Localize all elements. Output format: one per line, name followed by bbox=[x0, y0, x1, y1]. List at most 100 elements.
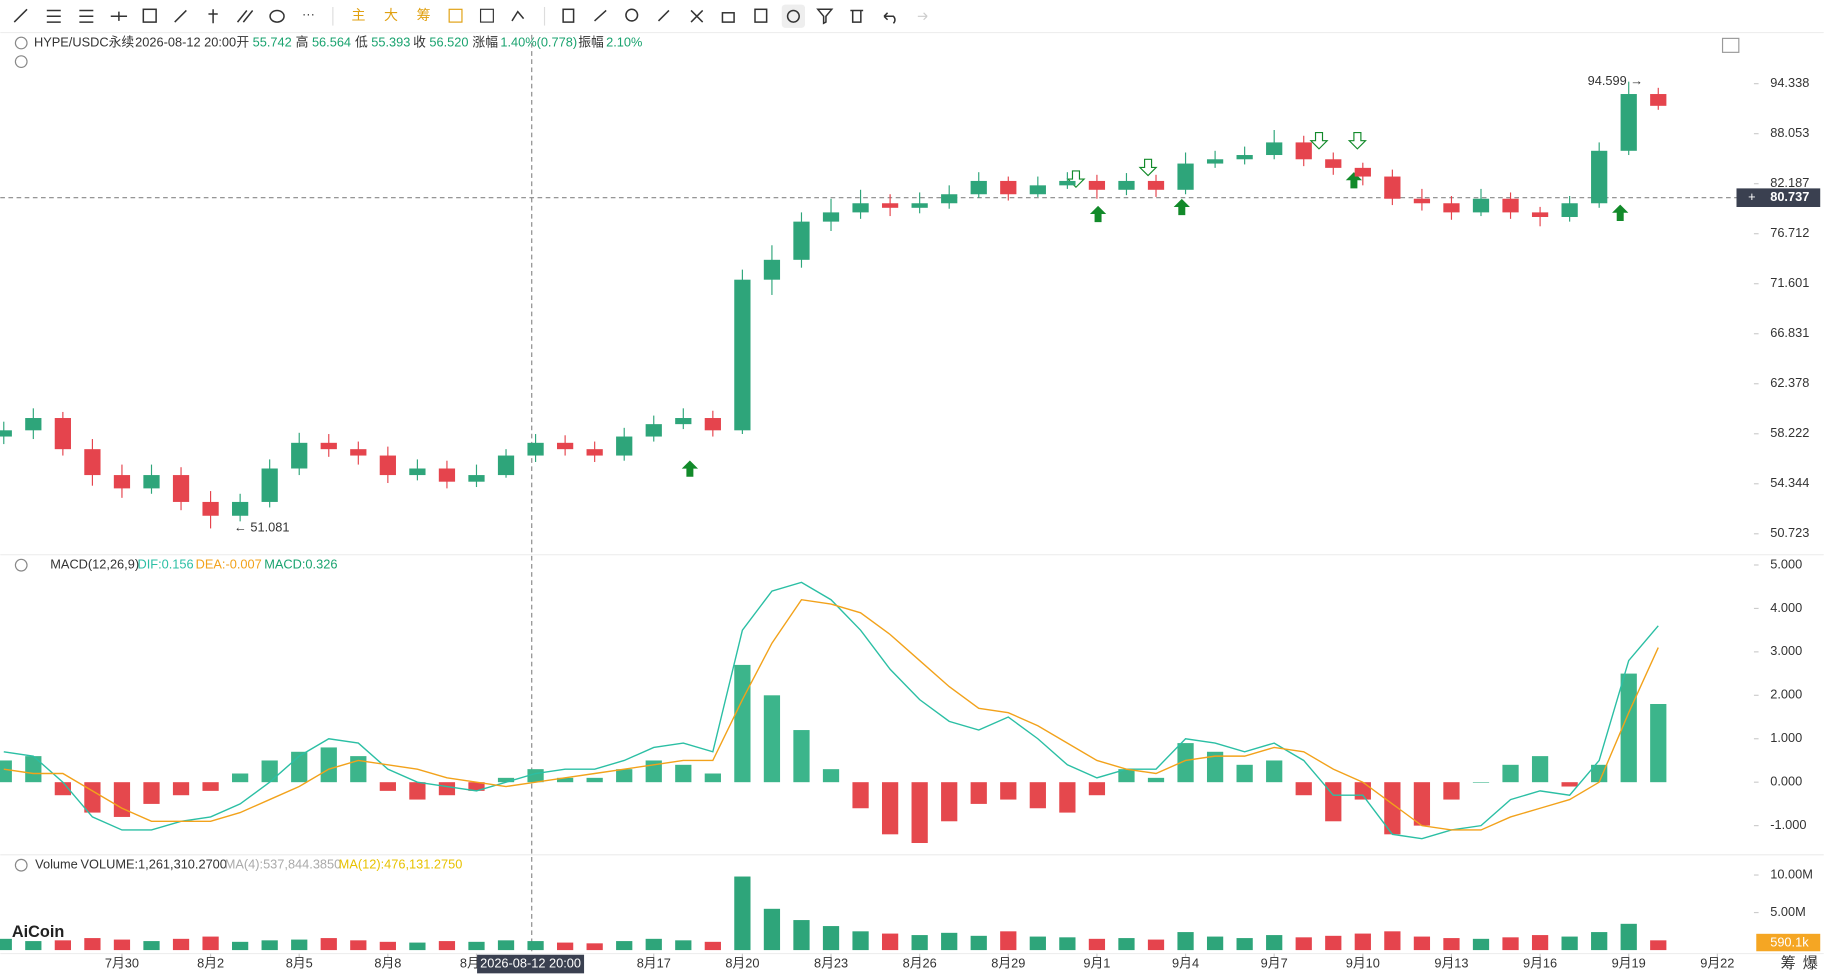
volume-bar bbox=[232, 941, 249, 951]
candle-body bbox=[1325, 159, 1342, 168]
sell-arrow bbox=[1309, 131, 1329, 150]
expand-icon[interactable] bbox=[14, 55, 28, 69]
macd-line bbox=[3, 581, 1659, 840]
tool-channel[interactable] bbox=[79, 9, 94, 23]
dif-label: DIF:0.156 bbox=[138, 557, 194, 572]
x-tick-label: 8月5 bbox=[286, 955, 313, 970]
tool-ellipse[interactable] bbox=[269, 9, 285, 23]
buy-arrow bbox=[1612, 204, 1629, 221]
y-tick-label: 1.000 bbox=[1770, 730, 1802, 745]
macd-bar bbox=[25, 756, 42, 783]
min-annotation: ← 51.081 bbox=[234, 519, 289, 534]
tool-undo[interactable] bbox=[883, 12, 896, 24]
volume-bar bbox=[1295, 937, 1312, 951]
macd-bar bbox=[911, 782, 928, 844]
macd-bar bbox=[261, 760, 278, 783]
crosshair-time: 2026-08-12 20:00 bbox=[480, 955, 581, 970]
macd-bar bbox=[1206, 751, 1224, 783]
footer-chips[interactable]: 筹 bbox=[1781, 955, 1796, 972]
tool-hlines[interactable] bbox=[46, 9, 61, 23]
y-tick-label: 82.187 bbox=[1770, 175, 1809, 190]
tool-main[interactable]: 主 bbox=[351, 7, 365, 23]
last-price: 80.737 bbox=[1770, 189, 1809, 204]
macd-bar bbox=[1384, 782, 1401, 835]
macd-bar bbox=[675, 764, 692, 783]
candle-body bbox=[0, 430, 12, 437]
tool-fib[interactable] bbox=[236, 9, 254, 23]
candle-body bbox=[1088, 180, 1106, 190]
tool-e[interactable] bbox=[754, 8, 768, 23]
value: 55.393 bbox=[371, 34, 410, 49]
tool-line[interactable] bbox=[13, 8, 28, 23]
tool-lock[interactable] bbox=[721, 12, 735, 23]
y-tick-label: 71.601 bbox=[1770, 275, 1809, 290]
volume-bar bbox=[763, 908, 781, 951]
tool-magnet[interactable] bbox=[690, 9, 704, 23]
value: 2.10% bbox=[606, 34, 642, 49]
tool-vline[interactable] bbox=[208, 9, 218, 24]
volume-bar bbox=[350, 940, 367, 951]
tool-filter[interactable] bbox=[816, 8, 834, 25]
volume-bar bbox=[143, 941, 160, 951]
collapse-icon[interactable] bbox=[14, 558, 28, 572]
volume-bar bbox=[1266, 935, 1283, 951]
candle-body bbox=[497, 455, 515, 476]
volume-bar bbox=[1650, 940, 1667, 951]
tool-big[interactable]: 大 bbox=[384, 7, 398, 23]
collapse-icon[interactable] bbox=[14, 858, 28, 872]
macd-bar bbox=[1502, 764, 1519, 783]
buy-arrow bbox=[1089, 205, 1107, 223]
tool-hray[interactable] bbox=[110, 11, 128, 21]
tool-b[interactable] bbox=[479, 8, 494, 23]
macd-bar bbox=[970, 782, 987, 804]
macd-bar bbox=[1118, 769, 1135, 783]
macd-bar bbox=[172, 782, 190, 796]
tool-zoom[interactable] bbox=[625, 8, 639, 22]
tool-brush[interactable] bbox=[657, 9, 670, 22]
volume-bar bbox=[675, 940, 692, 951]
volume-bar bbox=[1472, 938, 1490, 951]
x-tick-label: 9月4 bbox=[1172, 955, 1199, 970]
candle-body bbox=[320, 442, 337, 450]
crosshair-icon: + bbox=[1748, 189, 1755, 204]
macd-bar bbox=[881, 782, 899, 835]
macd-bar bbox=[202, 782, 219, 791]
tool-redo[interactable] bbox=[917, 12, 928, 21]
tool-a[interactable] bbox=[448, 8, 463, 23]
volume-bar bbox=[911, 935, 928, 951]
macd-bar bbox=[1000, 782, 1017, 800]
volume-bar bbox=[54, 940, 71, 951]
candle-body bbox=[438, 468, 456, 482]
macd-bar bbox=[763, 695, 781, 783]
x-tick-label: 9月19 bbox=[1612, 955, 1646, 970]
tool-chips[interactable]: 筹 bbox=[417, 7, 431, 23]
volume-title: Volume bbox=[35, 857, 78, 872]
x-tick-label: 9月22 bbox=[1700, 955, 1734, 970]
macd-title: MACD(12,26,9) bbox=[50, 557, 139, 572]
price-tag bbox=[1736, 188, 1821, 207]
footer-liq[interactable]: 爆 bbox=[1803, 955, 1818, 972]
x-tick-label: 8月26 bbox=[903, 955, 937, 970]
macd-bar bbox=[704, 773, 721, 783]
candle-body bbox=[1531, 212, 1549, 217]
price-header: HYPE/USDC永续 2026-08-12 20:00 开 55.742 高 … bbox=[14, 34, 1740, 69]
y-tick-label: 76.712 bbox=[1770, 225, 1809, 240]
tool-c[interactable] bbox=[511, 10, 525, 22]
volume-bar bbox=[1325, 935, 1342, 951]
tool-d[interactable] bbox=[562, 8, 575, 23]
volume-bar bbox=[1502, 937, 1519, 951]
candle-body bbox=[1620, 94, 1637, 151]
collapse-icon[interactable] bbox=[14, 36, 28, 50]
buy-arrow bbox=[1173, 198, 1190, 216]
tool-f[interactable] bbox=[786, 9, 800, 23]
tool-delete[interactable] bbox=[850, 9, 864, 23]
volume-bar bbox=[497, 940, 515, 951]
tool-ruler[interactable] bbox=[594, 9, 607, 22]
tool-more[interactable]: ··· bbox=[302, 6, 315, 21]
tool-rect[interactable] bbox=[142, 8, 157, 23]
tool-pen[interactable] bbox=[174, 9, 187, 23]
candle-body bbox=[1591, 150, 1608, 204]
tool-active-bg bbox=[781, 4, 806, 28]
volume-bar bbox=[1029, 936, 1046, 951]
fullscreen-icon[interactable] bbox=[1721, 37, 1740, 53]
